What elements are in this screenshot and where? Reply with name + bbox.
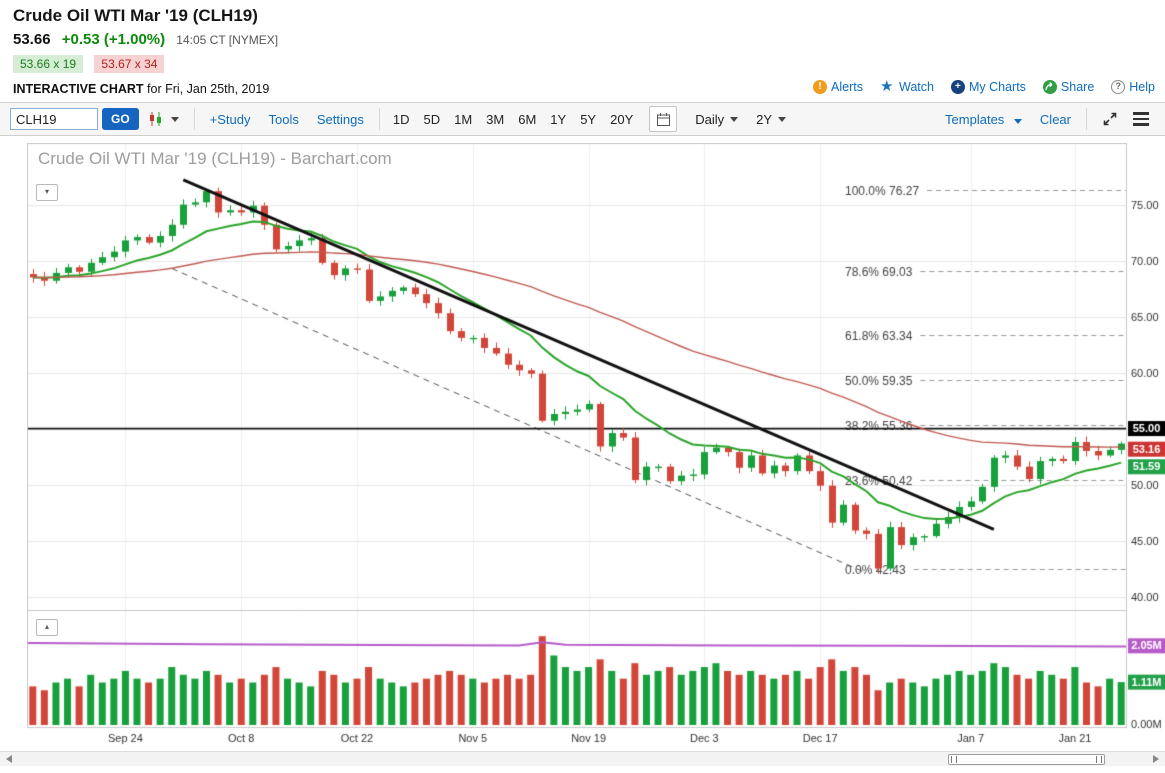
bid-badge: 53.66 x 19 bbox=[13, 55, 84, 73]
scroll-right-arrow-icon[interactable] bbox=[1153, 755, 1159, 763]
scrollbar-right-handle[interactable] bbox=[1096, 756, 1102, 763]
calendar-icon bbox=[656, 112, 670, 126]
my-charts-link[interactable]: + My Charts bbox=[950, 79, 1026, 94]
clear-button[interactable]: Clear bbox=[1039, 111, 1071, 127]
last-price: 53.66 bbox=[13, 31, 51, 48]
interactive-chart-label: INTERACTIVE CHART bbox=[13, 82, 144, 96]
alert-icon: ! bbox=[813, 79, 828, 94]
toolbar-divider bbox=[378, 108, 380, 130]
price-change: +0.53 (+1.00%) bbox=[61, 31, 166, 48]
volume-pane-collapse-button[interactable]: ▴ bbox=[36, 619, 58, 636]
watch-link[interactable]: ★ Watch bbox=[880, 78, 934, 95]
interactive-chart-date: for Fri, Jan 25th, 2019 bbox=[143, 82, 270, 96]
ask-badge: 53.67 x 34 bbox=[94, 55, 165, 73]
question-icon: ? bbox=[1111, 79, 1126, 94]
settings-button[interactable]: Settings bbox=[316, 111, 364, 127]
header-links: ! Alerts ★ Watch + My Charts Share ? Hel… bbox=[813, 79, 1155, 94]
templates-dropdown[interactable]: Templates bbox=[945, 112, 1022, 127]
candlestick-icon bbox=[149, 112, 161, 126]
menu-button[interactable] bbox=[1133, 109, 1149, 129]
star-icon: ★ bbox=[880, 78, 894, 95]
page-title: Crude Oil WTI Mar '19 (CLH19) bbox=[13, 6, 258, 25]
plus-circle-icon: + bbox=[950, 79, 965, 94]
main-pane-collapse-button[interactable]: ▾ bbox=[36, 184, 58, 201]
interactive-chart-label-row: INTERACTIVE CHART for Fri, Jan 25th, 201… bbox=[13, 82, 269, 96]
alerts-link[interactable]: ! Alerts bbox=[813, 79, 863, 94]
chevron-down-icon bbox=[170, 116, 179, 122]
bid-ask-row: 53.66 x 19 53.67 x 34 bbox=[13, 55, 165, 73]
symbol-input[interactable] bbox=[10, 108, 98, 130]
fullscreen-button[interactable] bbox=[1102, 111, 1118, 127]
tools-button[interactable]: Tools bbox=[268, 111, 299, 127]
chevron-down-icon bbox=[730, 116, 739, 122]
range-6m-button[interactable]: 6M bbox=[518, 111, 537, 127]
range-1d-button[interactable]: 1D bbox=[392, 111, 410, 127]
range-dropdown[interactable]: 2Y bbox=[756, 112, 787, 127]
calendar-button[interactable] bbox=[649, 106, 678, 132]
chart-type-button[interactable] bbox=[148, 111, 179, 127]
scrollbar-thumb[interactable] bbox=[948, 754, 1105, 765]
horizontal-scrollbar[interactable] bbox=[0, 751, 1165, 766]
hamburger-icon bbox=[1133, 117, 1149, 121]
quote-row: 53.66 +0.53 (+1.00%) 14:05 CT [NYMEX] bbox=[13, 31, 278, 48]
frequency-dropdown[interactable]: Daily bbox=[695, 112, 739, 127]
scroll-left-arrow-icon[interactable] bbox=[6, 755, 12, 763]
toolbar-divider bbox=[1086, 108, 1087, 130]
range-1m-button[interactable]: 1M bbox=[454, 111, 473, 127]
share-icon bbox=[1042, 79, 1057, 94]
chevron-down-icon bbox=[778, 116, 787, 122]
quote-time: 14:05 CT [NYMEX] bbox=[176, 33, 279, 47]
chart-toolbar: GO +Study Tools Settings 1D 5D 1M 3M 6M … bbox=[0, 102, 1165, 136]
price-chart-canvas[interactable] bbox=[27, 143, 1165, 748]
range-1y-button[interactable]: 1Y bbox=[550, 111, 567, 127]
range-20y-button[interactable]: 20Y bbox=[610, 111, 634, 127]
go-button[interactable]: GO bbox=[102, 108, 139, 130]
chevron-down-icon bbox=[1013, 118, 1022, 124]
range-5y-button[interactable]: 5Y bbox=[580, 111, 597, 127]
expand-icon bbox=[1103, 112, 1117, 126]
add-study-button[interactable]: +Study bbox=[209, 111, 251, 127]
hamburger-icon bbox=[1133, 123, 1149, 126]
toolbar-divider bbox=[193, 108, 195, 130]
range-5d-button[interactable]: 5D bbox=[423, 111, 441, 127]
range-3m-button[interactable]: 3M bbox=[486, 111, 505, 127]
scrollbar-left-handle[interactable] bbox=[951, 756, 957, 763]
hamburger-icon bbox=[1133, 112, 1149, 115]
help-link[interactable]: ? Help bbox=[1111, 79, 1155, 94]
share-link[interactable]: Share bbox=[1042, 79, 1094, 94]
